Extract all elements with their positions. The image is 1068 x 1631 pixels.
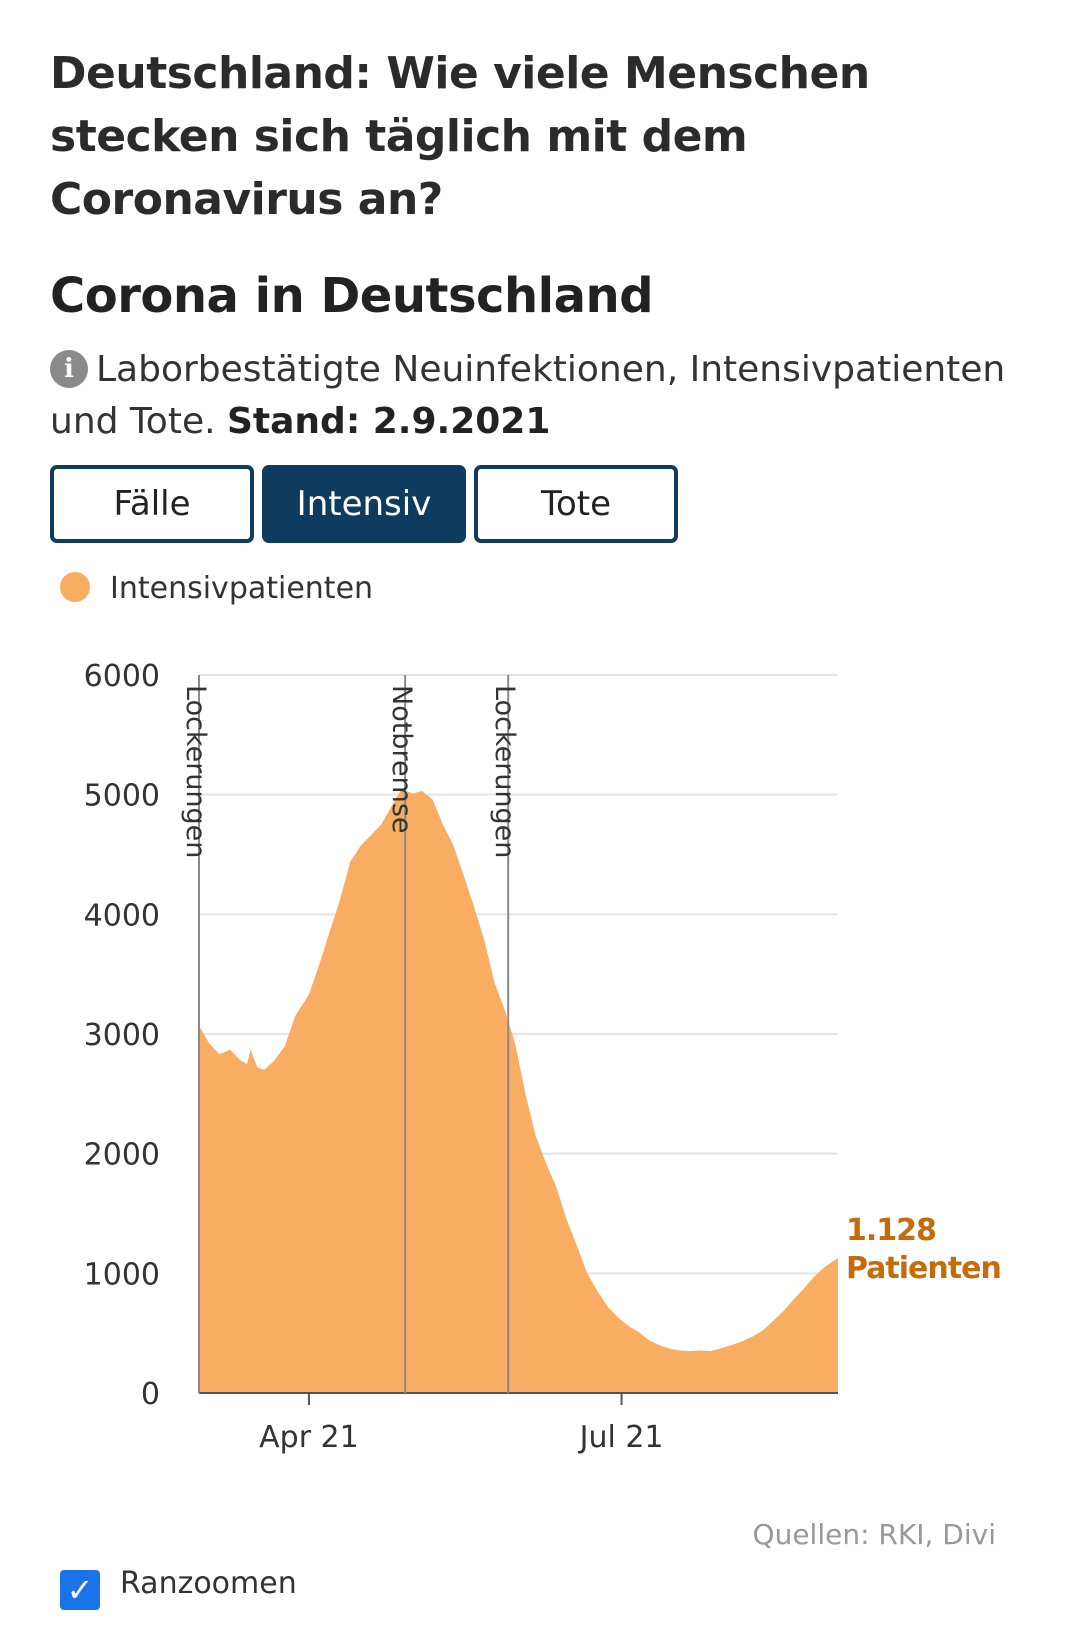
zoom-checkbox[interactable]: ✓ <box>60 1570 100 1610</box>
tab-faelle[interactable]: Fälle <box>50 465 254 543</box>
end-unit-label: Patienten <box>846 1251 1001 1286</box>
annotation-label: Lockerungen <box>489 685 520 858</box>
info-icon[interactable]: i <box>50 350 88 388</box>
y-tick-label: 2000 <box>84 1138 160 1173</box>
x-tick-label: Jul 21 <box>578 1420 664 1455</box>
y-tick-label: 3000 <box>84 1018 160 1053</box>
zoom-toggle[interactable]: ✓ Ranzoomen <box>60 1566 297 1610</box>
page-headline: Deutschland: Wie viele Menschen stecken … <box>50 48 870 225</box>
y-tick-label: 5000 <box>84 779 160 814</box>
chart-labels: 0 1000 2000 3000 4000 5000 6000 Apr 21 Jul 21 1.1… <box>84 659 1002 1455</box>
chart-title: Corona in Deutschland <box>50 268 654 324</box>
annotation-label: Lockerungen <box>180 685 211 858</box>
source-note: Quellen: RKI, Divi <box>752 1518 996 1551</box>
chart-area-layer <box>199 788 838 1393</box>
intensive-care-chart: Lockerungen Notbremse Lockerungen 0 1000 200… <box>84 659 1002 1455</box>
chart-annotations: Lockerungen Notbremse Lockerungen <box>180 675 520 1393</box>
tab-tote[interactable]: Tote <box>474 465 678 543</box>
stand-date: Stand: 2.9.2021 <box>227 401 551 442</box>
series-area-intensivpatienten <box>199 788 838 1393</box>
end-value-label: 1.128 <box>846 1213 936 1248</box>
y-tick-label: 6000 <box>84 659 160 694</box>
x-tick-label: Apr 21 <box>259 1420 359 1455</box>
legend-label: Intensivpatienten <box>110 571 374 606</box>
annotation-label: Notbremse <box>386 685 417 834</box>
tab-intensiv[interactable]: Intensiv <box>262 465 466 543</box>
zoom-label: Ranzoomen <box>120 1566 297 1601</box>
chart-subtitle: i Laborbestätigte Neuinfektionen, Intensi… <box>50 344 1010 448</box>
y-tick-label: 4000 <box>84 898 160 933</box>
y-tick-label: 0 <box>141 1377 160 1412</box>
subtitle-text: Laborbestätigte Neuinfektionen, Intensiv… <box>50 349 1006 442</box>
legend-swatch <box>60 572 90 602</box>
y-tick-label: 1000 <box>84 1257 160 1292</box>
chart-legend: Intensivpatienten <box>60 571 373 606</box>
